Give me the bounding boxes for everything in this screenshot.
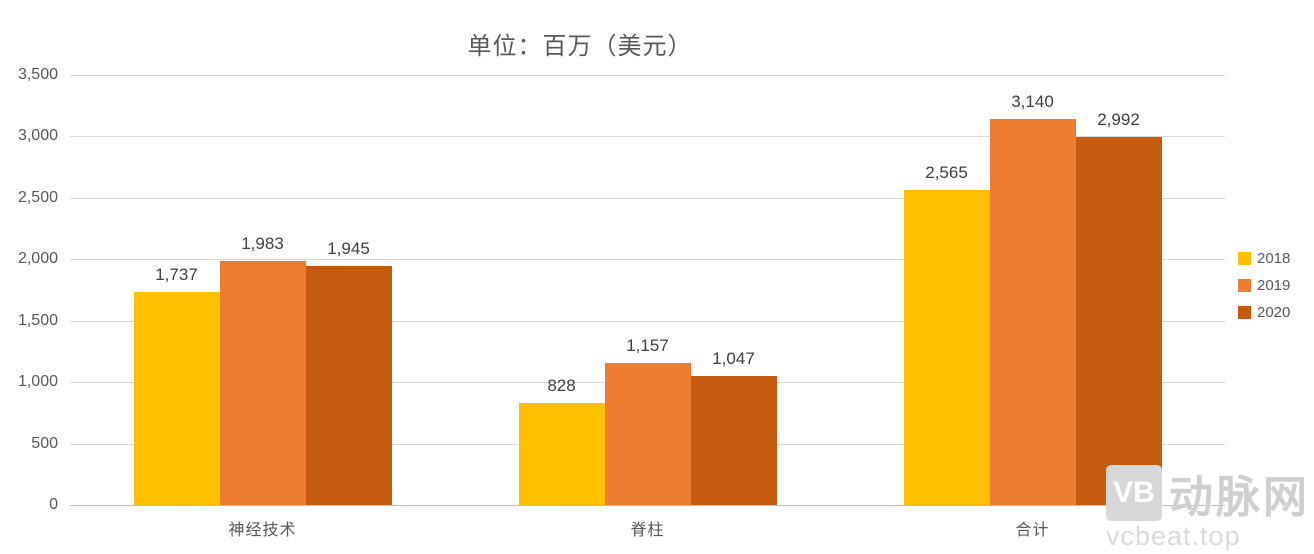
y-axis-label: 1,000 — [17, 373, 58, 391]
bar-group-神经技术: 1,737 1,983 1,945 — [70, 75, 455, 505]
bar-value-label: 2,992 — [1097, 110, 1140, 130]
chart-title: 单位：百万（美元） — [467, 33, 693, 60]
x-axis-label: 神经技术 — [228, 522, 297, 539]
y-axis-label: 3,500 — [17, 66, 58, 83]
legend-item-2019: 2019 — [1238, 277, 1290, 294]
bar-value-label: 828 — [547, 376, 576, 396]
vcbeat-logo-icon: VB — [1106, 465, 1162, 521]
bar-group-脊柱: 828 1,157 1,047 — [455, 75, 840, 505]
bar-value-label: 1,157 — [626, 335, 669, 355]
gridline — [70, 320, 1225, 322]
bar-value-label: 1,047 — [712, 349, 755, 369]
bar-2018-脊柱: 828 — [518, 376, 605, 505]
bar-2019-脊柱: 1,157 — [604, 336, 691, 505]
bar-value-label: 1,983 — [241, 234, 284, 254]
bar-value-label: 1,945 — [327, 239, 370, 259]
legend-label: 2019 — [1257, 277, 1291, 294]
x-axis-label: 合计 — [1015, 522, 1050, 539]
gridline — [70, 259, 1225, 261]
bar-group-合计: 2,565 3,140 2,992 — [840, 75, 1225, 505]
bar-value-label: 2,565 — [925, 162, 968, 182]
legend-swatch — [1238, 306, 1251, 319]
plot-area: 1,737 1,983 1,945 828 1,157 1,047 2,565 3,140 2,… — [70, 75, 1225, 506]
watermark: VB 动脉网 vcbeat.top — [1106, 461, 1310, 552]
watermark-url: vcbeat.top — [1106, 521, 1241, 551]
y-axis-label: 3,000 — [17, 127, 58, 145]
y-axis: 3,500 3,000 2,500 2,000 1,500 1,000 500 0 — [0, 66, 58, 513]
legend-swatch — [1238, 252, 1251, 265]
y-axis-label: 2,000 — [17, 250, 58, 268]
y-axis-label: 0 — [49, 496, 58, 513]
bar-2020-神经技术: 1,945 — [305, 239, 392, 505]
gridline — [70, 136, 1225, 138]
x-axis: 神经技术 脊柱 合计 — [70, 516, 1225, 540]
gridline — [70, 197, 1225, 199]
bar-2018-合计: 2,565 — [903, 163, 990, 505]
gridline — [70, 75, 1225, 76]
bar-value-label: 3,140 — [1011, 92, 1054, 112]
legend: 2018 2019 2020 — [1238, 250, 1290, 321]
y-axis-label: 500 — [31, 434, 58, 452]
gridline — [70, 505, 1225, 506]
legend-item-2020: 2020 — [1238, 304, 1290, 321]
watermark-name: 动脉网 — [1169, 473, 1310, 522]
legend-swatch — [1238, 279, 1251, 292]
y-axis-label: 1,500 — [17, 311, 58, 329]
legend-label: 2018 — [1257, 250, 1291, 267]
bar-2020-合计: 2,992 — [1075, 110, 1162, 505]
bar-2019-合计: 3,140 — [989, 92, 1076, 505]
watermark-row: VB 动脉网 — [1106, 461, 1310, 525]
bar-value-label: 1,737 — [155, 264, 198, 284]
x-axis-label: 脊柱 — [630, 522, 665, 539]
bar-2019-神经技术: 1,983 — [219, 234, 306, 505]
y-axis-label: 2,500 — [17, 188, 58, 206]
legend-item-2018: 2018 — [1238, 250, 1290, 267]
legend-label: 2020 — [1257, 304, 1291, 321]
bar-2020-脊柱: 1,047 — [690, 349, 777, 505]
bar-2018-神经技术: 1,737 — [133, 265, 220, 505]
bar-groups: 1,737 1,983 1,945 828 1,157 1,047 2,565 3,140 2,… — [70, 75, 1225, 505]
